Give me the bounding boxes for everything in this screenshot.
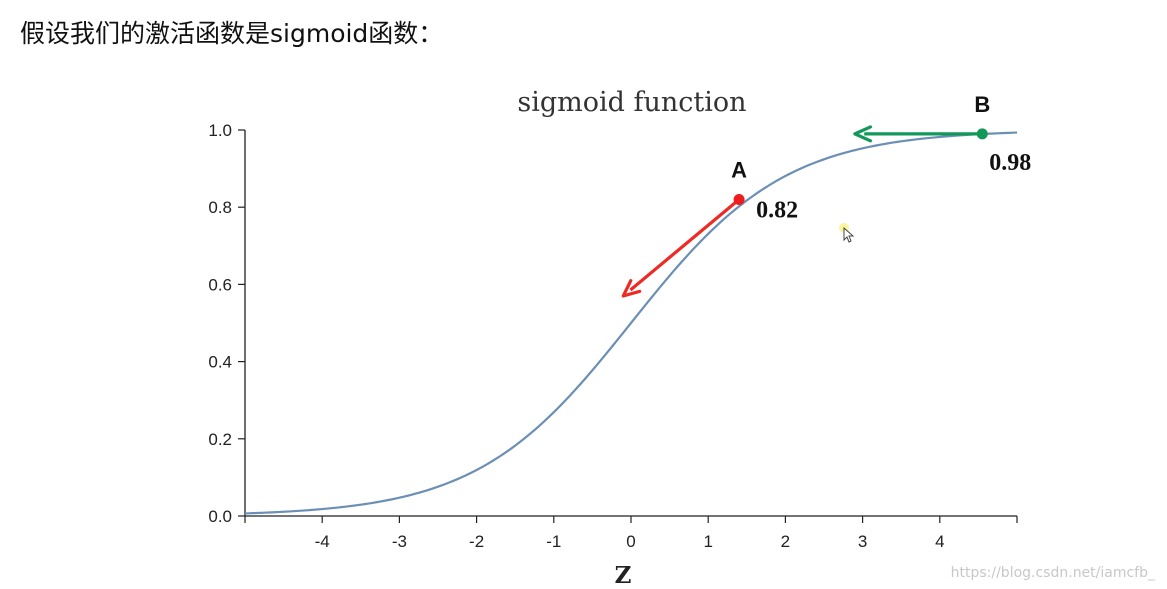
point-label-B: B xyxy=(974,92,990,117)
point-value-B: 0.98 xyxy=(989,150,1031,176)
arrow-layer xyxy=(621,125,983,298)
watermark: https://blog.csdn.net/iamcfb_ xyxy=(950,565,1155,581)
x-tick-label: 1 xyxy=(703,532,712,551)
y-tick-label: 0.2 xyxy=(208,430,232,449)
y-tick-label: 1.0 xyxy=(208,121,232,140)
arrowhead-B xyxy=(853,125,873,143)
gradient-arrow-A xyxy=(629,198,741,292)
x-tick-label: -2 xyxy=(469,532,484,551)
arrowhead-A xyxy=(621,279,642,298)
point-value-A: 0.82 xyxy=(756,197,798,223)
chart-title: sigmoid function xyxy=(517,87,746,118)
y-tick-label: 0.8 xyxy=(208,198,232,217)
point-B xyxy=(976,128,988,140)
page-heading: 假设我们的激活函数是sigmoid函数： xyxy=(20,19,444,48)
curve-layer xyxy=(244,131,1018,515)
x-tick-label: -3 xyxy=(392,532,407,551)
x-tick-label: -4 xyxy=(315,532,330,551)
axes: 0.0 0.2 0.4 0.6 0.8 1.0 -4 -3 -2 -1 0 1 2 3 4 xyxy=(208,121,1018,551)
mouse-cursor-icon xyxy=(839,223,855,243)
point-label-A: A xyxy=(731,157,747,182)
y-tick-label: 0.0 xyxy=(208,507,232,526)
point-layer: A 0.82 B 0.98 xyxy=(731,92,1031,224)
x-tick-label: 0 xyxy=(626,532,635,551)
y-tick-label: 0.6 xyxy=(208,275,232,294)
x-tick-label: 4 xyxy=(935,532,944,551)
point-A xyxy=(733,193,745,205)
sigmoid-curve xyxy=(244,131,1018,515)
y-tick-label: 0.4 xyxy=(208,353,232,372)
x-tick-label: 3 xyxy=(858,532,867,551)
x-tick-label: 2 xyxy=(781,532,790,551)
x-tick-label: -1 xyxy=(546,532,561,551)
x-axis-label: Z xyxy=(615,562,632,589)
